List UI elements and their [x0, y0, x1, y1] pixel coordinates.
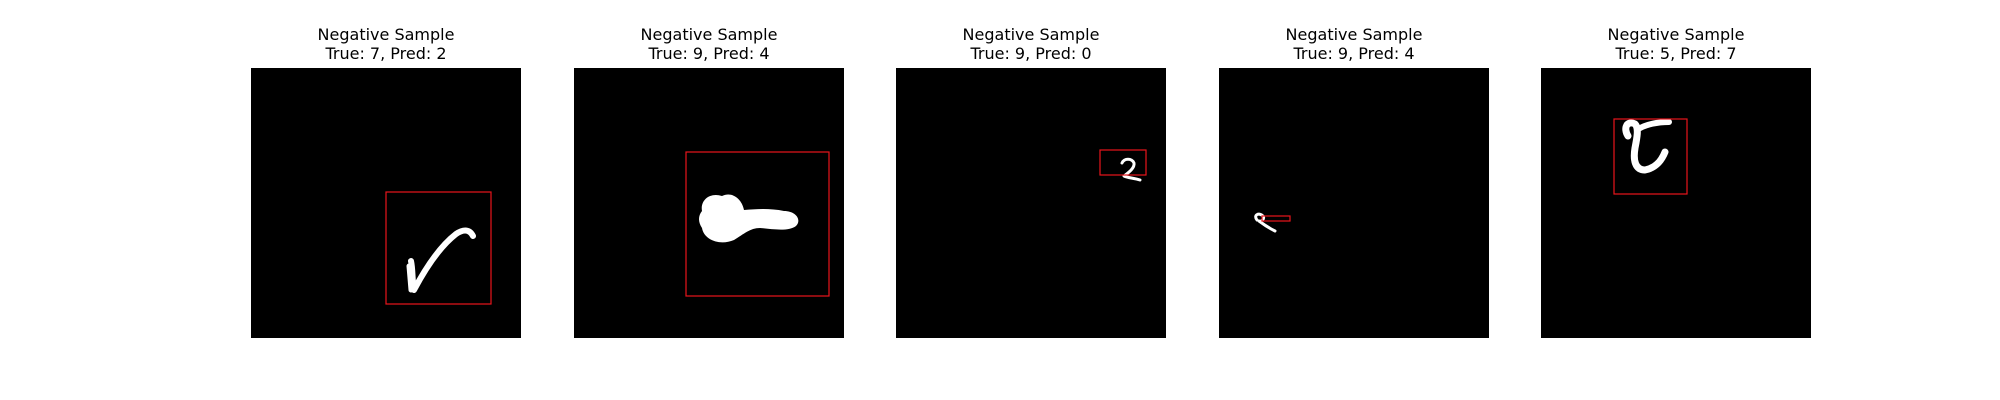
- digit-canvas-2: [685, 151, 830, 297]
- sample-panel-4: Negative Sample True: 9, Pred: 4: [1219, 26, 1489, 338]
- digit-image-5: [1541, 68, 1811, 338]
- digit-stroke-4: [1254, 212, 1277, 233]
- panel-title-4: Negative Sample True: 9, Pred: 4: [1219, 26, 1489, 66]
- panel-heading-5: Negative Sample: [1607, 25, 1745, 44]
- sample-panel-3: Negative Sample True: 9, Pred: 0: [896, 26, 1166, 338]
- digit-image-4: [1219, 68, 1489, 338]
- sample-panel-2: Negative Sample True: 9, Pred: 4: [574, 26, 844, 338]
- panel-subtitle-1: True: 7, Pred: 2: [325, 44, 447, 63]
- panel-subtitle-3: True: 9, Pred: 0: [970, 44, 1092, 63]
- panel-title-2: Negative Sample True: 9, Pred: 4: [574, 26, 844, 66]
- panel-subtitle-4: True: 9, Pred: 4: [1293, 44, 1415, 63]
- panel-heading-2: Negative Sample: [640, 25, 778, 44]
- digit-blob-2: [699, 194, 799, 243]
- bounding-box-1: [385, 191, 492, 305]
- sample-panel-5: Negative Sample True: 5, Pred: 7: [1541, 26, 1811, 338]
- panel-heading-4: Negative Sample: [1285, 25, 1423, 44]
- digit-image-3: [896, 68, 1166, 338]
- digit-stroke-1: [408, 227, 476, 293]
- panel-heading-1: Negative Sample: [317, 25, 455, 44]
- bounding-box-3: [1099, 149, 1147, 176]
- sample-panel-1: Negative Sample True: 7, Pred: 2: [251, 26, 521, 338]
- bounding-box-4: [1261, 215, 1291, 222]
- panel-title-3: Negative Sample True: 9, Pred: 0: [896, 26, 1166, 66]
- digit-canvas-1: [385, 191, 492, 305]
- panel-subtitle-2: True: 9, Pred: 4: [648, 44, 770, 63]
- panel-heading-3: Negative Sample: [962, 25, 1100, 44]
- bounding-box-5: [1613, 118, 1688, 195]
- digit-stroke-3: [1120, 157, 1142, 182]
- panel-subtitle-5: True: 5, Pred: 7: [1615, 44, 1737, 63]
- panel-title-1: Negative Sample True: 7, Pred: 2: [251, 26, 521, 66]
- digit-canvas-5: [1613, 118, 1688, 195]
- digit-canvas-3: [1099, 149, 1147, 182]
- digit-canvas-4: [1254, 212, 1291, 233]
- panel-title-5: Negative Sample True: 5, Pred: 7: [1541, 26, 1811, 66]
- digit-image-1: [251, 68, 521, 338]
- digit-stroke-5: [1622, 119, 1669, 174]
- digit-stroke-5b: [1634, 119, 1672, 133]
- bounding-box-2: [685, 151, 830, 297]
- digit-image-2: [574, 68, 844, 338]
- digit-stroke-1b: [406, 263, 414, 293]
